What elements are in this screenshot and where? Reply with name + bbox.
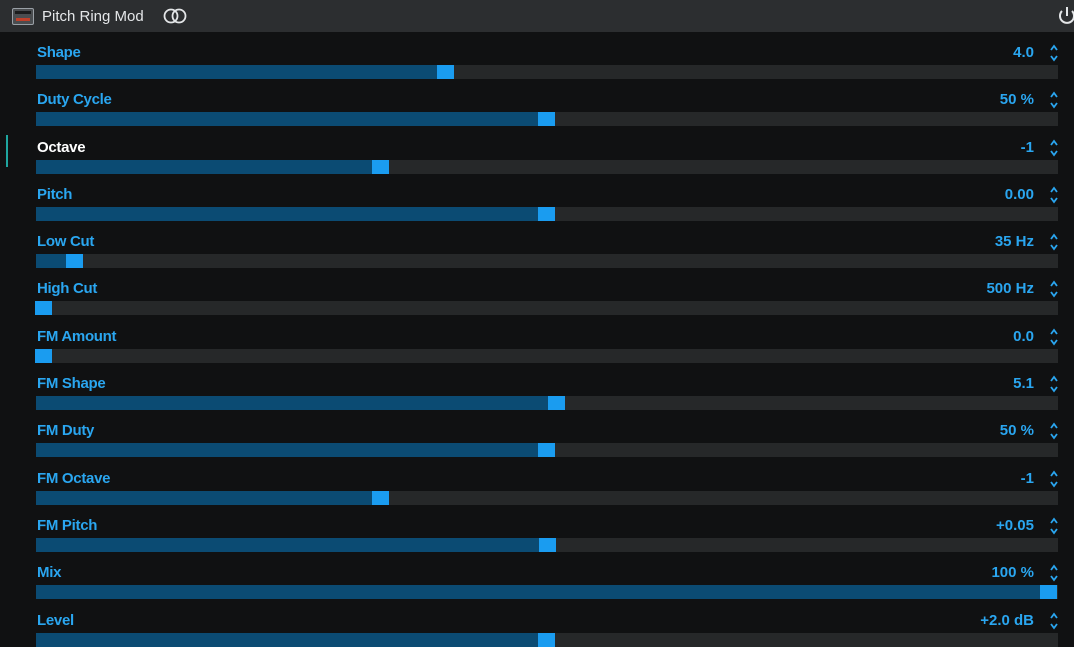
stepper-icon[interactable]: [1049, 421, 1059, 441]
param-label: FM Pitch: [37, 516, 98, 534]
slider-fill: [36, 585, 1041, 600]
param-row[interactable]: Pitch 0.00: [0, 174, 1074, 221]
param-value[interactable]: -1: [1020, 138, 1034, 156]
plugin-icon[interactable]: [12, 7, 34, 25]
stepper-icon[interactable]: [1049, 90, 1059, 110]
param-value[interactable]: 50 %: [999, 422, 1034, 440]
param-slider[interactable]: [36, 585, 1058, 600]
plugin-title: Pitch Ring Mod: [42, 7, 144, 25]
param-value[interactable]: +0.05: [996, 516, 1034, 534]
parameter-list: Shape 4.0 Duty Cycle 50 % Octave -1 Pitch 0.00 L…: [0, 32, 1074, 647]
stepper-icon[interactable]: [1049, 279, 1059, 299]
slider-thumb[interactable]: [548, 396, 565, 411]
param-label: FM Duty: [37, 422, 95, 440]
param-row[interactable]: Low Cut 35 Hz: [0, 221, 1074, 269]
slider-thumb[interactable]: [538, 112, 555, 127]
param-label: Low Cut: [37, 233, 95, 251]
slider-fill: [36, 632, 539, 647]
slider-thumb[interactable]: [1040, 585, 1057, 600]
param-value[interactable]: 100 %: [991, 564, 1034, 582]
selection-marker: [6, 134, 8, 167]
param-slider[interactable]: [35, 301, 1058, 316]
slider-thumb[interactable]: [538, 206, 555, 221]
slider-thumb[interactable]: [538, 632, 555, 647]
param-slider[interactable]: [36, 159, 1058, 174]
slider-thumb[interactable]: [372, 490, 389, 505]
param-slider[interactable]: [36, 632, 1058, 647]
stepper-icon[interactable]: [1049, 138, 1059, 158]
param-slider[interactable]: [36, 537, 1058, 552]
param-row[interactable]: Shape 4.0: [0, 32, 1074, 79]
slider-fill: [36, 443, 539, 458]
link-icon[interactable]: [160, 7, 190, 25]
param-label: FM Amount: [37, 327, 117, 345]
param-value[interactable]: 5.1: [1013, 375, 1034, 393]
param-row[interactable]: FM Pitch +0.05: [0, 505, 1074, 552]
slider-thumb[interactable]: [35, 301, 52, 316]
slider-fill: [36, 206, 539, 221]
param-value[interactable]: 4.0: [1013, 44, 1034, 61]
slider-fill: [36, 65, 438, 79]
slider-fill: [36, 537, 540, 552]
stepper-icon[interactable]: [1049, 611, 1059, 631]
slider-fill: [36, 490, 373, 505]
param-label: Octave: [37, 138, 86, 156]
param-label: Mix: [37, 564, 62, 582]
stepper-icon[interactable]: [1049, 563, 1059, 583]
param-row[interactable]: Level +2.0 dB: [0, 600, 1074, 647]
param-value[interactable]: 500 Hz: [986, 280, 1034, 298]
slider-thumb[interactable]: [539, 537, 556, 552]
param-row[interactable]: FM Amount 0.0: [0, 316, 1074, 363]
param-row[interactable]: Octave -1: [0, 127, 1074, 174]
stepper-icon[interactable]: [1049, 374, 1059, 394]
param-label: Pitch: [37, 185, 73, 203]
slider-fill: [36, 396, 549, 411]
stepper-icon[interactable]: [1049, 232, 1059, 252]
param-label: Shape: [37, 44, 81, 61]
param-row[interactable]: Duty Cycle 50 %: [0, 79, 1074, 127]
param-value[interactable]: 35 Hz: [994, 233, 1034, 251]
param-row[interactable]: High Cut 500 Hz: [0, 268, 1074, 316]
param-slider[interactable]: [36, 65, 1058, 79]
param-slider[interactable]: [35, 348, 1058, 363]
stepper-icon[interactable]: [1049, 327, 1059, 347]
param-value[interactable]: -1: [1020, 469, 1034, 487]
param-slider[interactable]: [36, 490, 1058, 505]
param-row[interactable]: FM Duty 50 %: [0, 410, 1074, 458]
stepper-icon[interactable]: [1049, 185, 1059, 205]
param-slider[interactable]: [36, 443, 1058, 458]
param-label: High Cut: [37, 280, 98, 298]
stepper-icon[interactable]: [1049, 43, 1059, 63]
stepper-icon[interactable]: [1049, 469, 1059, 489]
slider-thumb[interactable]: [35, 348, 52, 363]
slider-thumb[interactable]: [538, 443, 555, 458]
param-label: Duty Cycle: [37, 91, 112, 109]
param-slider[interactable]: [36, 396, 1058, 411]
param-row[interactable]: FM Shape 5.1: [0, 363, 1074, 411]
param-value[interactable]: 50 %: [999, 91, 1034, 109]
param-slider[interactable]: [36, 254, 1058, 269]
slider-fill: [36, 159, 373, 174]
param-label: Level: [37, 611, 74, 629]
param-row[interactable]: FM Octave -1: [0, 458, 1074, 505]
stepper-icon[interactable]: [1049, 516, 1059, 536]
param-label: FM Octave: [37, 469, 111, 487]
param-slider[interactable]: [36, 206, 1058, 221]
power-icon[interactable]: [1056, 6, 1074, 26]
slider-fill: [36, 112, 539, 127]
title-bar: Pitch Ring Mod: [0, 0, 1074, 32]
param-value[interactable]: 0.00: [1004, 185, 1034, 203]
slider-thumb[interactable]: [66, 254, 83, 269]
param-row[interactable]: Mix 100 %: [0, 552, 1074, 600]
slider-thumb[interactable]: [372, 159, 389, 174]
param-slider[interactable]: [36, 112, 1058, 127]
slider-thumb[interactable]: [437, 65, 454, 79]
slider-fill: [36, 254, 67, 269]
param-label: FM Shape: [37, 375, 106, 393]
param-value[interactable]: 0.0: [1013, 327, 1034, 345]
param-value[interactable]: +2.0 dB: [980, 611, 1034, 629]
